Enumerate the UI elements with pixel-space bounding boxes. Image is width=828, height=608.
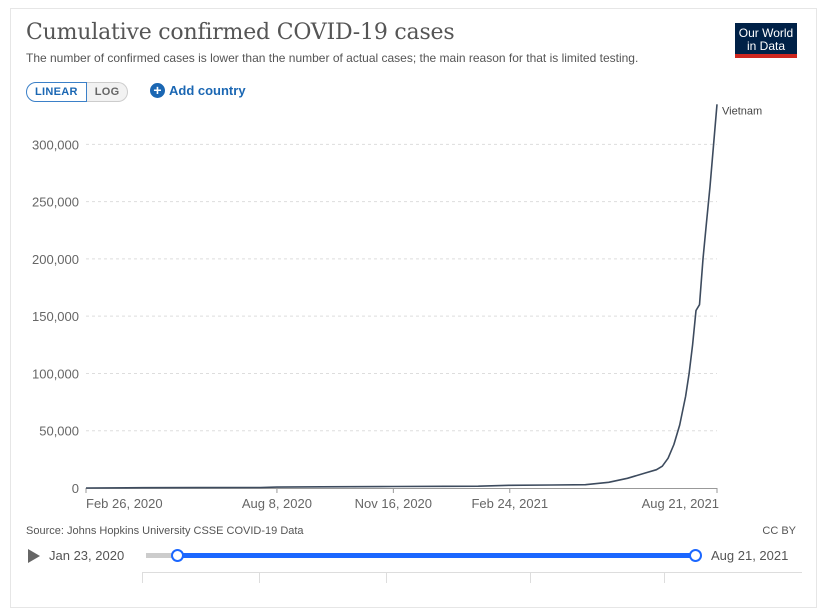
timeline-start-label: Jan 23, 2020: [49, 548, 125, 563]
play-icon[interactable]: [28, 549, 40, 563]
chart-title: Cumulative confirmed COVID-19 cases: [26, 20, 455, 45]
y-tick-label: 200,000: [32, 252, 79, 267]
source-note: Source: Johns Hopkins University CSSE CO…: [26, 525, 304, 537]
tab-divider: [142, 573, 143, 583]
timeline: Jan 23, 2020 Aug 21, 2021: [24, 546, 804, 566]
x-tick-label: Aug 21, 2021: [642, 496, 719, 511]
logo-line-2: in Data: [746, 39, 786, 53]
x-tick-label: Aug 8, 2020: [242, 496, 312, 511]
add-country-button[interactable]: + Add country: [150, 83, 246, 98]
log-scale-button[interactable]: LOG: [86, 82, 129, 102]
series-label: Vietnam: [722, 105, 762, 117]
y-tick-label: 250,000: [32, 195, 79, 210]
tab-bar: [142, 572, 802, 583]
line-chart: 0 50,000 100,000 150,000 200,000 250,000 300,0…: [32, 104, 762, 511]
series-line-vietnam: [85, 104, 718, 489]
timeline-range-fill: [177, 553, 696, 558]
y-tick-label: 0: [72, 481, 79, 496]
linear-scale-button[interactable]: LINEAR: [26, 82, 87, 102]
tab-divider: [386, 573, 387, 583]
scale-toggle: LINEAR LOG: [26, 82, 129, 102]
license-link[interactable]: CC BY: [762, 525, 796, 537]
x-tick-label: Feb 24, 2021: [471, 496, 548, 511]
y-tick-label: 50,000: [39, 424, 79, 439]
y-tick-label: 300,000: [32, 137, 79, 152]
timeline-end-handle[interactable]: [689, 549, 702, 562]
y-tick-label: 100,000: [32, 366, 79, 381]
plus-circle-icon: +: [150, 83, 165, 98]
logo-line-1: Our World: [738, 26, 794, 40]
chart-subtitle: The number of confirmed cases is lower t…: [26, 51, 639, 65]
owid-logo[interactable]: Our World in Data: [735, 23, 797, 58]
timeline-track[interactable]: [146, 549, 702, 562]
x-tick-label: Nov 16, 2020: [355, 496, 432, 511]
x-tick-label: Feb 26, 2020: [86, 496, 163, 511]
tab-divider: [530, 573, 531, 583]
y-tick-label: 150,000: [32, 309, 79, 324]
add-country-label: Add country: [169, 83, 246, 98]
timeline-start-handle[interactable]: [171, 549, 184, 562]
tab-divider: [259, 573, 260, 583]
tab-divider: [664, 573, 665, 583]
timeline-end-label: Aug 21, 2021: [711, 548, 789, 563]
